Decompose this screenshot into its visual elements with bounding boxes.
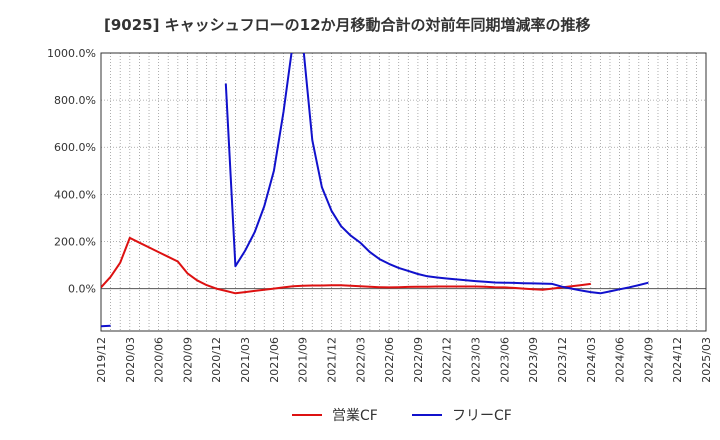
legend-label-operating-cf: 営業CF	[332, 408, 378, 424]
x-tick-label: 2020/06	[153, 337, 166, 383]
y-tick-label: 0.0%	[68, 283, 96, 296]
plot-area	[101, 53, 706, 331]
x-tick-label: 2020/03	[124, 337, 137, 383]
x-tick-label: 2020/12	[210, 337, 223, 383]
x-tick-label: 2023/12	[556, 337, 569, 383]
series-line-free-cf	[224, 53, 649, 295]
y-tick-label: 1000.0%	[47, 47, 96, 60]
x-tick-label: 2025/03	[700, 337, 713, 383]
plot-border	[100, 52, 707, 332]
x-tick-label: 2024/12	[671, 337, 684, 383]
x-tick-label: 2022/12	[441, 337, 454, 383]
chart-title: [9025] キャッシュフローの12か月移動合計の対前年同期増減率の推移	[104, 16, 591, 34]
x-tick-label: 2022/09	[412, 337, 425, 383]
x-tick-label: 2024/06	[614, 337, 627, 383]
y-tick-label: 600.0%	[54, 141, 96, 154]
series-line-free-cf	[101, 324, 111, 328]
x-tick-label: 2022/06	[383, 337, 396, 383]
x-tick-label: 2023/09	[527, 337, 540, 383]
x-tick-label: 2021/06	[268, 337, 281, 383]
x-tick-label: 2021/12	[325, 337, 338, 383]
x-tick-label: 2024/09	[642, 337, 655, 383]
y-tick-label: 400.0%	[54, 188, 96, 201]
series-line-operating-cf	[101, 236, 591, 295]
x-tick-label: 2021/03	[239, 337, 252, 383]
x-tick-label: 2024/03	[585, 337, 598, 383]
legend-label-free-cf: フリーCF	[452, 408, 512, 424]
y-tick-label: 200.0%	[54, 235, 96, 248]
y-tick-label: 800.0%	[54, 94, 96, 107]
x-tick-label: 2019/12	[95, 337, 108, 383]
x-tick-label: 2023/03	[470, 337, 483, 383]
x-tick-label: 2021/09	[297, 337, 310, 383]
x-tick-label: 2020/09	[181, 337, 194, 383]
x-tick-label: 2022/03	[354, 337, 367, 383]
x-tick-label: 2023/06	[498, 337, 511, 383]
